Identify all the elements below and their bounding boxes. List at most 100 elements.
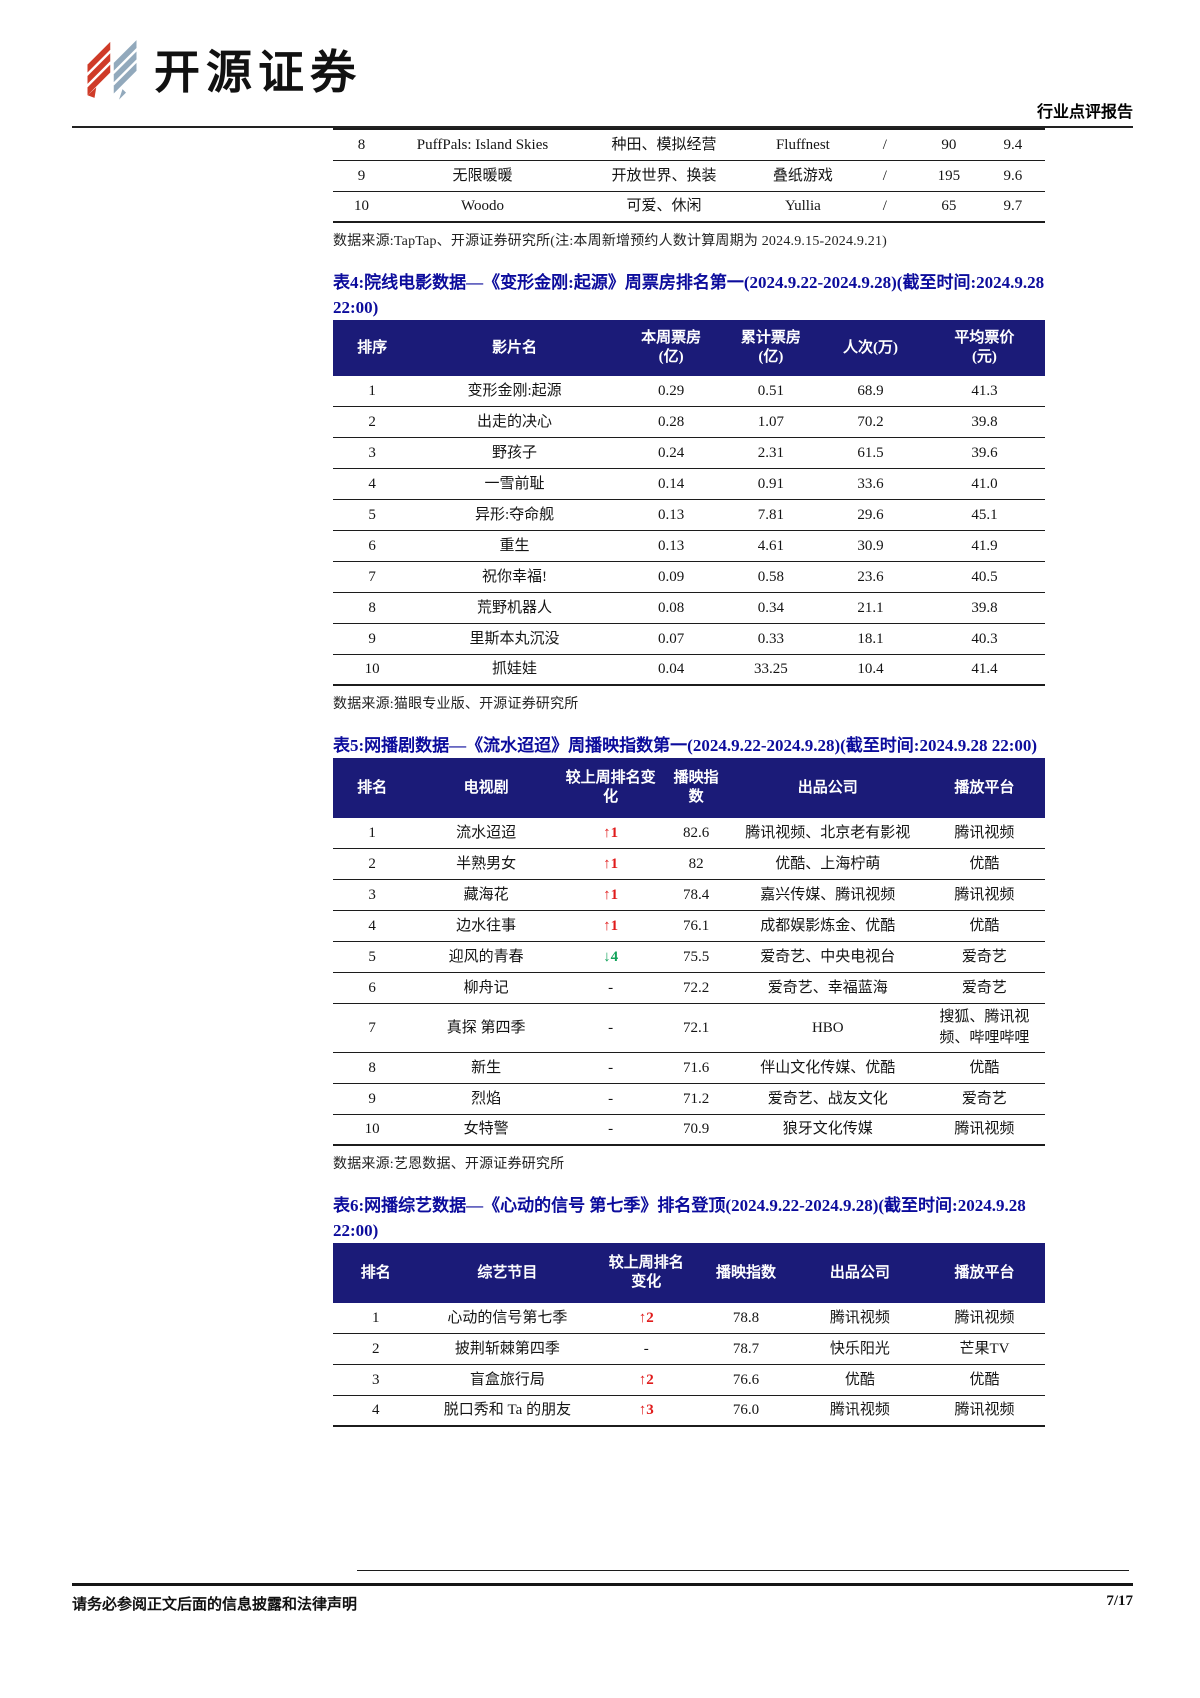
- table-row: 1 流水迢迢 ↑1 82.6 腾讯视频、北京老有影视 腾讯视频: [333, 818, 1045, 849]
- table-cell-index: 72.2: [682, 979, 710, 996]
- table-cell-company: 叠纸游戏: [772, 167, 833, 184]
- table-cell-platform: 爱奇艺: [961, 1090, 1007, 1107]
- table-cell-total: 0.91: [757, 475, 784, 492]
- table-row: 2 出走的决心 0.28 1.07 70.2 39.8: [333, 407, 1045, 438]
- table-cell-rank: 2: [368, 413, 376, 430]
- table-cell-rank: 10: [364, 661, 380, 677]
- table-cell-name: 心动的信号第七季: [447, 1309, 568, 1326]
- table-cell-name: 女特警: [463, 1121, 509, 1137]
- column-header: 累计票房 (亿): [740, 330, 801, 365]
- table-cell-count: 90: [941, 136, 957, 153]
- table-row: 4 一雪前耻 0.14 0.91 33.6 41.0: [333, 469, 1045, 500]
- games-table-source: 数据来源:TapTap、开源证券研究所(注:本周新增预约人数计算周期为 2024…: [333, 234, 888, 249]
- table-cell-name: 变形金刚:起源: [467, 382, 562, 399]
- page-footer: 请务必参阅正文后面的信息披露和法律声明 7/17: [72, 1583, 1133, 1614]
- table-cell-total: 0.51: [757, 382, 784, 399]
- table-cell-name: 藏海花: [463, 886, 509, 903]
- table-row: 8 PuffPals: Island Skies 种田、模拟经营 Fluffnest /…: [333, 130, 1045, 161]
- column-header: 平均票价 (元): [954, 330, 1015, 365]
- table-cell-total: 0.33: [757, 630, 784, 647]
- table-cell-rank: 5: [368, 506, 376, 523]
- table-cell-name: 荒野机器人: [477, 599, 553, 616]
- table-cell-name: 一雪前耻: [484, 475, 545, 492]
- table-cell-tags: 可爱、休闲: [626, 198, 702, 214]
- column-header: 影片名: [492, 339, 538, 356]
- table-cell-rank: 10: [364, 1121, 380, 1137]
- table-cell-change: ↑1: [603, 855, 619, 872]
- table-row: 3 野孩子 0.24 2.31 61.5 39.6: [333, 438, 1045, 469]
- table-cell-index: 70.9: [682, 1121, 710, 1137]
- table-cell-price: 41.3: [971, 382, 998, 399]
- table-cell-index: 71.2: [682, 1090, 710, 1107]
- table-cell-count: 195: [937, 167, 961, 184]
- table-cell-people: 10.4: [857, 661, 884, 677]
- table-cell-people: 30.9: [857, 537, 884, 554]
- column-header: 排名: [360, 1264, 391, 1281]
- table-cell-company: 优酷、上海柠萌: [775, 855, 881, 872]
- table-cell-company: 优酷: [844, 1371, 875, 1388]
- table-cell-total: 0.34: [757, 599, 784, 616]
- page-number: 7/17: [1106, 1593, 1133, 1609]
- table-cell-week: 0.28: [658, 413, 685, 430]
- column-header: 出品公司: [797, 779, 858, 796]
- table-cell-people: 18.1: [857, 630, 884, 647]
- table-cell-name: 柳舟记: [463, 979, 509, 996]
- table4-header-row: 排序 影片名 本周票房 (亿) 累计票房 (亿) 人次(万) 平均票价 (元): [333, 320, 1045, 376]
- table-cell-rank: 3: [368, 444, 376, 461]
- table-cell-rank: 9: [368, 630, 376, 647]
- table-cell-rank: 2: [371, 1340, 380, 1357]
- table-cell-rank: 6: [368, 537, 376, 554]
- table-cell-name: 里斯本丸沉没: [469, 630, 560, 647]
- table-cell-company: HBO: [811, 1019, 844, 1036]
- table-cell-change: -: [608, 979, 614, 996]
- table-cell-index: 75.5: [682, 948, 710, 965]
- table-cell-week: 0.14: [658, 475, 685, 492]
- table-cell-rank: 8: [357, 136, 366, 153]
- table-row: 5 异形:夺命舰 0.13 7.81 29.6 45.1: [333, 500, 1045, 531]
- table-cell-platform: 腾讯视频: [954, 1309, 1015, 1326]
- table-cell-price: 41.9: [971, 537, 998, 554]
- table-cell-change: /: [882, 198, 887, 214]
- table-row: 3 盲盒旅行局 ↑2 76.6 优酷 优酷: [333, 1365, 1045, 1396]
- table-cell-index: 76.0: [732, 1402, 760, 1418]
- table-cell-total: 7.81: [757, 506, 784, 523]
- table-cell-week: 0.13: [658, 506, 685, 523]
- table-cell-company: Fluffnest: [775, 136, 830, 153]
- table-cell-name: PuffPals: Island Skies: [416, 136, 549, 153]
- table-cell-week: 0.08: [658, 599, 685, 616]
- table-cell-index: 72.1: [682, 1019, 710, 1036]
- table-cell-rank: 6: [368, 979, 376, 996]
- table-cell-price: 39.8: [971, 599, 998, 616]
- table-cell-week: 0.29: [658, 382, 685, 399]
- table-cell-total: 33.25: [753, 661, 788, 677]
- table-cell-count: 65: [941, 198, 957, 214]
- table6-header-row: 排名 综艺节目 较上周排名 变化 播映指数 出品公司 播放平台: [333, 1243, 1045, 1303]
- column-header: 播放平台: [954, 779, 1015, 796]
- page-header: 开源证券 行业点评报告: [72, 0, 1133, 128]
- table-cell-rank: 10: [353, 198, 369, 214]
- brand: 开源证券: [84, 36, 362, 102]
- table-row: 4 边水往事 ↑1 76.1 成都娱影炼金、优酷 优酷: [333, 911, 1045, 942]
- table-cell-name: 流水迢迢: [456, 824, 517, 841]
- table-cell-index: 78.8: [732, 1309, 760, 1326]
- table6-section: 表6:网播综艺数据—《心动的信号 第七季》排名登顶(2024.9.22-2024…: [333, 1193, 1045, 1427]
- table-cell-total: 1.07: [757, 413, 784, 430]
- table-cell-rating: 9.4: [1003, 136, 1023, 153]
- table-cell-name: Woodo: [461, 198, 504, 214]
- table-cell-platform: 搜狐、腾讯视频、哔哩哔哩: [939, 1009, 1030, 1046]
- table-row: 6 柳舟记 - 72.2 爱奇艺、幸福蓝海 爱奇艺: [333, 973, 1045, 1004]
- table-cell-company: 爱奇艺、战友文化: [767, 1090, 888, 1107]
- table-cut-rule: [357, 1570, 1129, 1571]
- table-cell-rank: 7: [368, 568, 376, 585]
- table-row: 7 祝你幸福! 0.09 0.58 23.6 40.5: [333, 562, 1045, 593]
- table-row: 2 半熟男女 ↑1 82 优酷、上海柠萌 优酷: [333, 849, 1045, 880]
- table-cell-price: 41.4: [971, 661, 998, 677]
- table-cell-name: 披荆斩棘第四季: [454, 1340, 560, 1357]
- column-header: 播映指数: [715, 1264, 776, 1281]
- table-row: 8 新生 - 71.6 伴山文化传媒、优酷 优酷: [333, 1053, 1045, 1084]
- table-cell-company: 狼牙文化传媒: [782, 1121, 873, 1137]
- table-cell-week: 0.04: [658, 661, 685, 677]
- table-cell-rank: 9: [368, 1090, 376, 1107]
- table-cell-company: 成都娱影炼金、优酷: [760, 917, 896, 934]
- table-cell-change: -: [643, 1340, 649, 1357]
